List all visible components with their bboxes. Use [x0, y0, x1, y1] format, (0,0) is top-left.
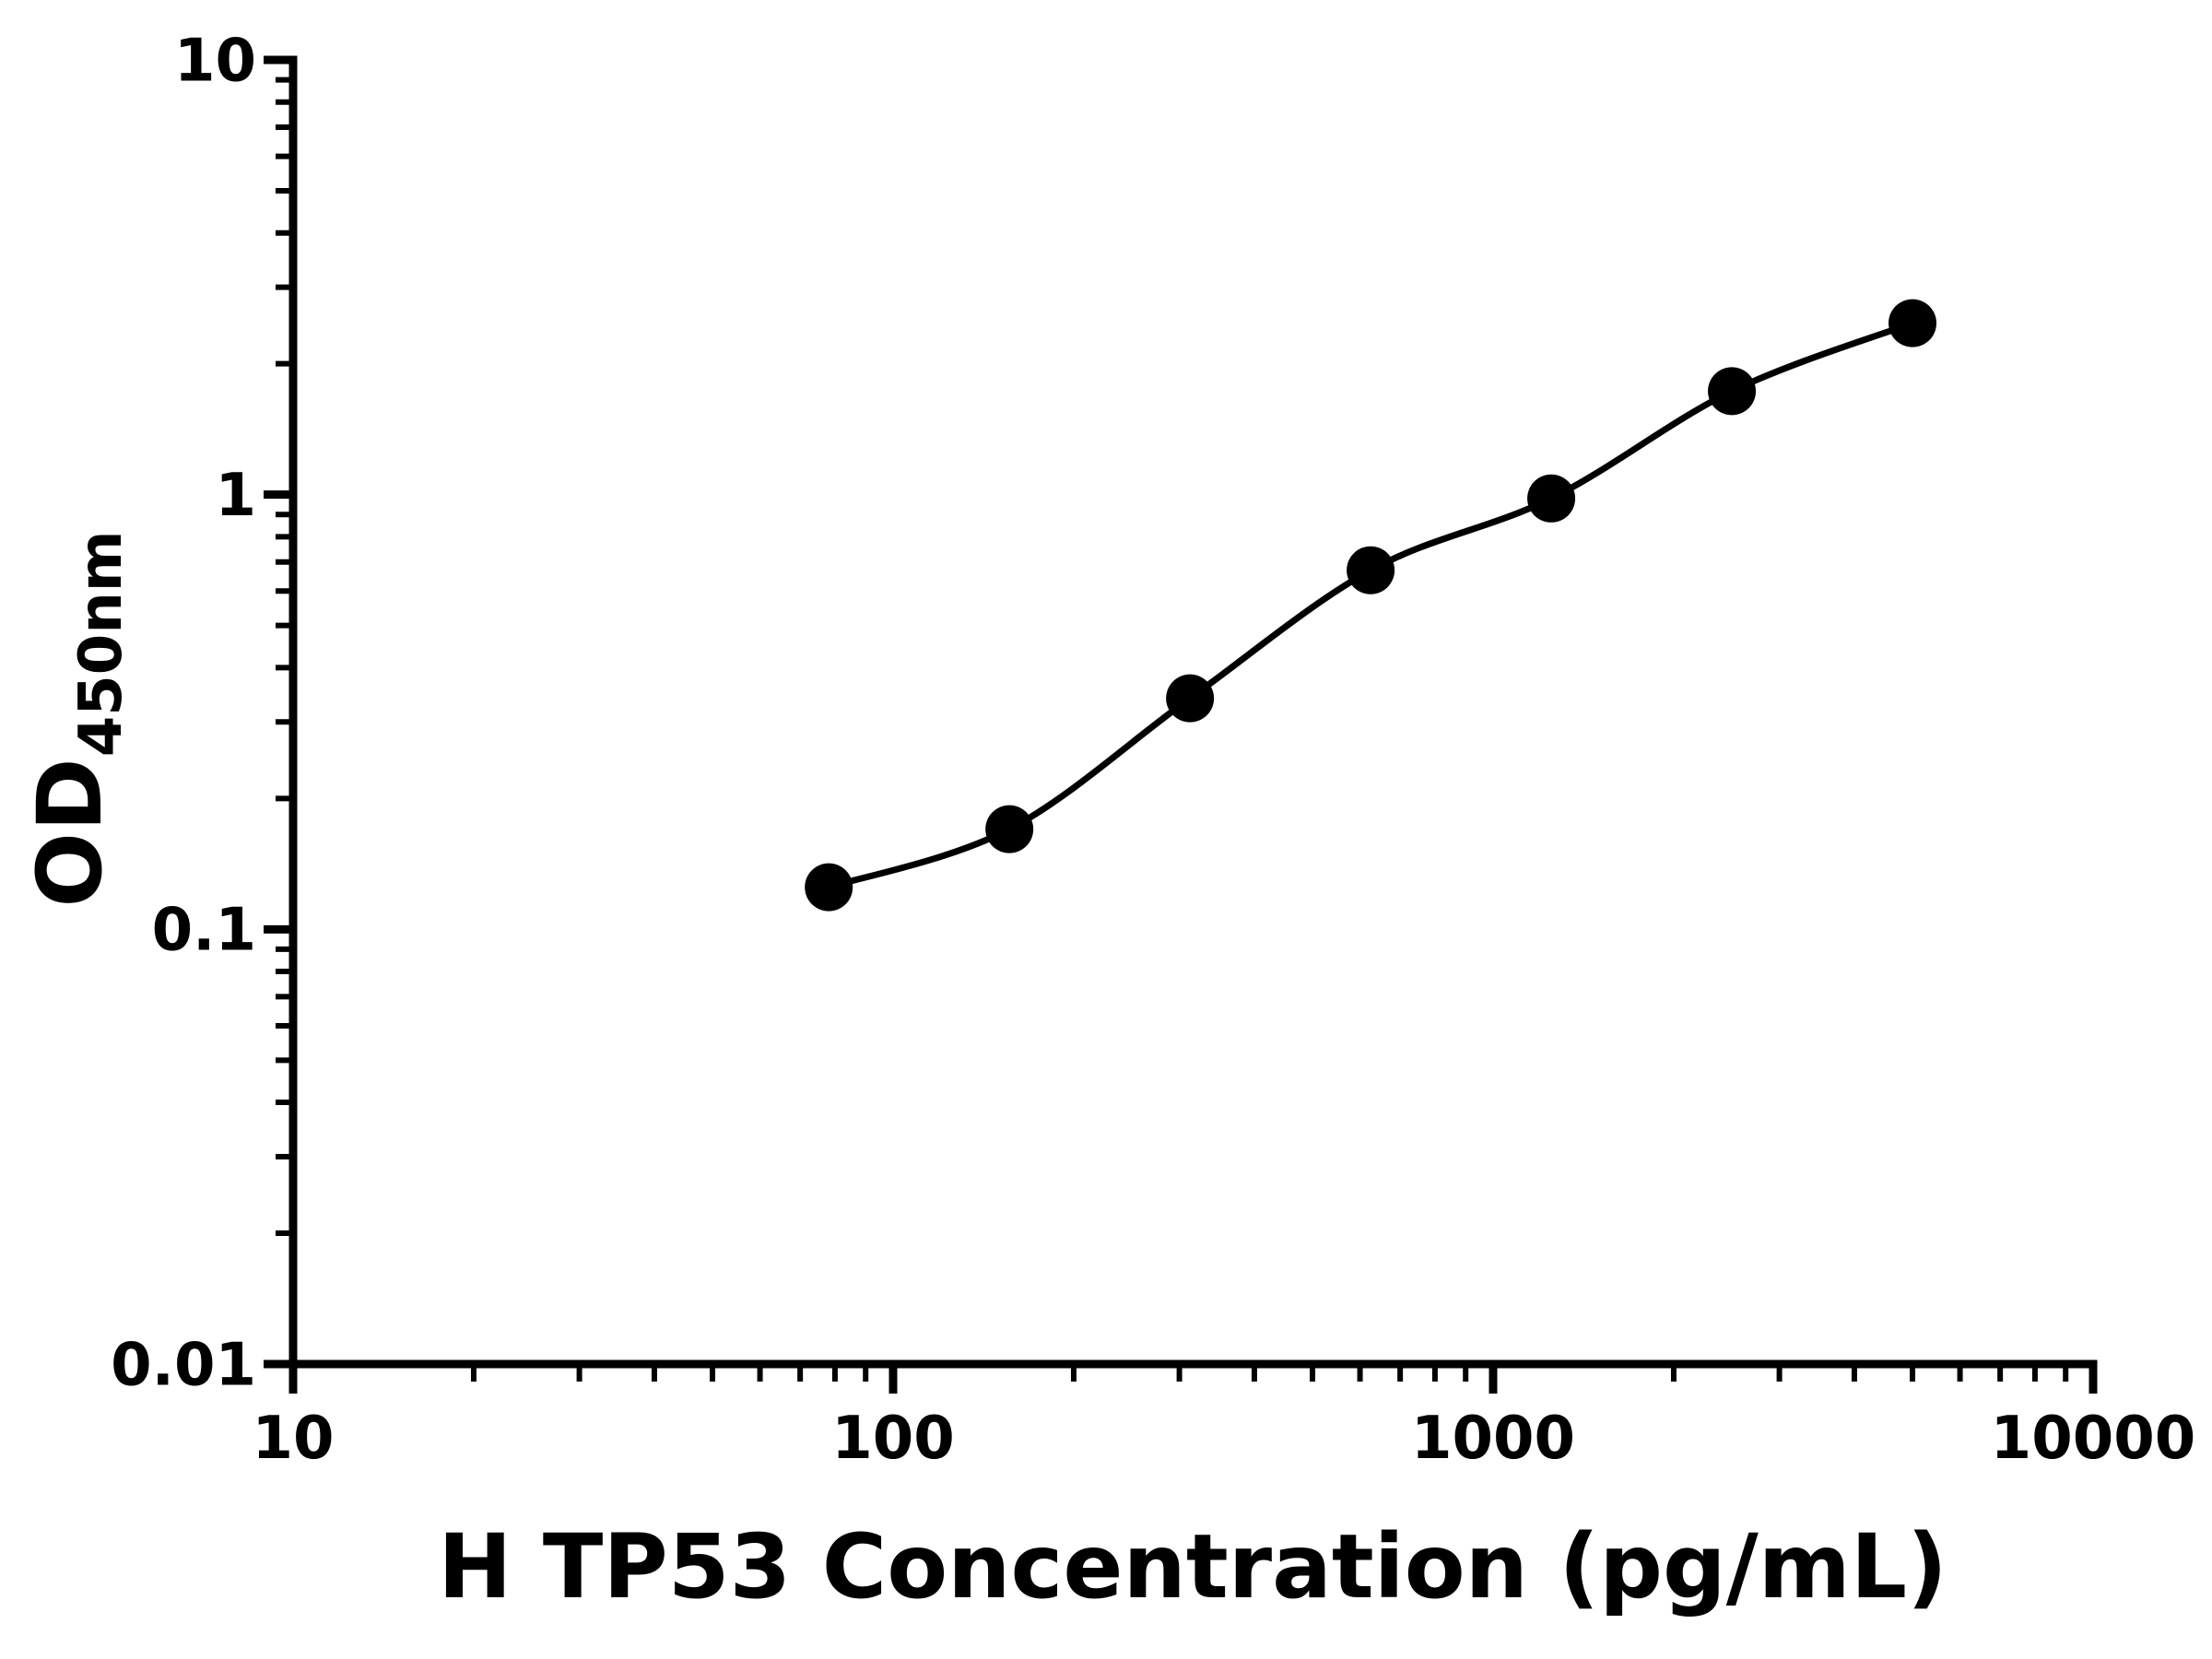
- x-tick-label: 10000: [1991, 1405, 2196, 1473]
- y-tick-label: 0.01: [111, 1331, 256, 1399]
- standard-curve-line: [828, 320, 1914, 890]
- y-axis-title-subscript: 450nm: [67, 530, 135, 758]
- data-point-marker: [985, 805, 1034, 853]
- x-tick-label: 100: [831, 1405, 955, 1473]
- data-point-marker: [1347, 546, 1395, 594]
- x-axis-title: H TP53 Concentration (pg/mL): [438, 1515, 1947, 1618]
- data-point-marker: [805, 863, 853, 912]
- y-tick-label: 10: [174, 27, 256, 95]
- y-axis-title-main: OD: [18, 757, 122, 908]
- data-point-marker: [1527, 474, 1576, 523]
- y-tick-label: 0.1: [152, 897, 256, 965]
- data-point-marker: [1166, 674, 1215, 723]
- data-point-marker: [1708, 367, 1757, 416]
- x-tick-label: 10: [252, 1405, 334, 1473]
- x-tick-label: 1000: [1411, 1405, 1575, 1473]
- y-tick-label: 1: [215, 462, 256, 530]
- y-axis-title: OD450nm: [18, 530, 135, 907]
- data-point-marker: [1888, 299, 1937, 347]
